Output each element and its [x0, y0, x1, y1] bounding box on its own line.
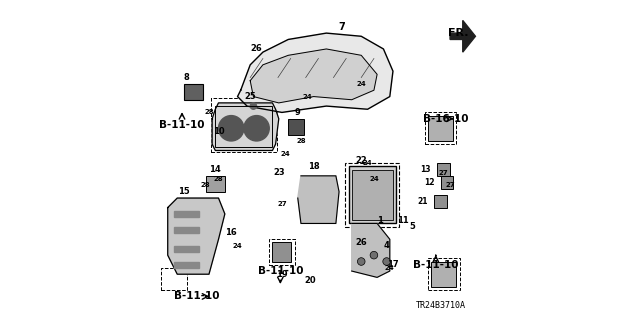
Text: 7: 7 — [339, 22, 346, 32]
Text: 14: 14 — [209, 165, 221, 174]
Polygon shape — [237, 33, 393, 112]
Text: 16: 16 — [225, 228, 237, 237]
Text: FR.: FR. — [448, 28, 468, 38]
Text: B-11-10: B-11-10 — [413, 260, 458, 270]
Text: 24: 24 — [369, 176, 379, 182]
Text: 23: 23 — [273, 168, 285, 177]
Text: 8: 8 — [184, 73, 189, 82]
Bar — [174, 261, 200, 268]
Text: B-11-10: B-11-10 — [159, 120, 205, 130]
Bar — [184, 84, 203, 100]
Text: B-16-10: B-16-10 — [422, 114, 468, 124]
Text: 24: 24 — [363, 160, 372, 166]
Text: 27: 27 — [439, 170, 449, 176]
Text: 24: 24 — [385, 265, 395, 271]
Text: 24: 24 — [303, 93, 312, 100]
Bar — [437, 163, 450, 176]
Bar — [174, 227, 200, 233]
Circle shape — [383, 258, 390, 265]
Text: 21: 21 — [417, 197, 428, 206]
Bar — [431, 261, 456, 287]
Text: 19: 19 — [276, 270, 288, 279]
Text: 15: 15 — [178, 187, 189, 196]
Circle shape — [250, 103, 257, 109]
Bar — [434, 195, 447, 208]
Text: 26: 26 — [251, 44, 262, 53]
Text: 28: 28 — [214, 176, 223, 182]
Circle shape — [357, 258, 365, 265]
Bar — [428, 116, 453, 141]
Text: 22: 22 — [355, 156, 367, 164]
Bar — [440, 176, 453, 188]
Text: 11: 11 — [397, 216, 408, 225]
Text: 4: 4 — [383, 241, 390, 250]
Circle shape — [370, 252, 378, 259]
Bar — [352, 170, 393, 220]
Text: 20: 20 — [305, 276, 316, 285]
Text: 12: 12 — [424, 178, 434, 187]
Text: 24: 24 — [233, 243, 243, 249]
Text: 13: 13 — [420, 165, 431, 174]
Text: 24: 24 — [356, 81, 366, 87]
Polygon shape — [298, 176, 339, 223]
Bar — [349, 166, 396, 223]
Polygon shape — [168, 198, 225, 274]
Text: B-11-10: B-11-10 — [257, 266, 303, 276]
Text: 25: 25 — [244, 92, 256, 101]
Text: 9: 9 — [295, 108, 301, 117]
Text: 18: 18 — [308, 162, 319, 171]
Circle shape — [218, 116, 244, 141]
Text: 10: 10 — [212, 127, 224, 136]
Text: 28: 28 — [204, 109, 214, 116]
Text: 26: 26 — [355, 238, 367, 247]
Polygon shape — [352, 223, 390, 277]
Circle shape — [244, 116, 269, 141]
Text: 28: 28 — [296, 138, 306, 144]
Bar — [174, 211, 200, 217]
Text: 24: 24 — [280, 151, 290, 157]
Text: 1: 1 — [378, 216, 383, 225]
Text: B-11-10: B-11-10 — [173, 292, 219, 301]
Polygon shape — [450, 20, 476, 52]
Bar — [174, 246, 200, 252]
Text: 27: 27 — [445, 182, 455, 188]
Text: 28: 28 — [201, 182, 211, 188]
Text: TR24B3710A: TR24B3710A — [416, 301, 466, 310]
Text: 17: 17 — [387, 260, 399, 269]
Bar — [273, 243, 291, 261]
Polygon shape — [250, 49, 377, 103]
Bar — [215, 106, 273, 147]
Text: 5: 5 — [409, 222, 415, 231]
Polygon shape — [212, 103, 279, 150]
Bar — [288, 119, 304, 135]
Text: 27: 27 — [277, 201, 287, 207]
Bar — [206, 176, 225, 192]
